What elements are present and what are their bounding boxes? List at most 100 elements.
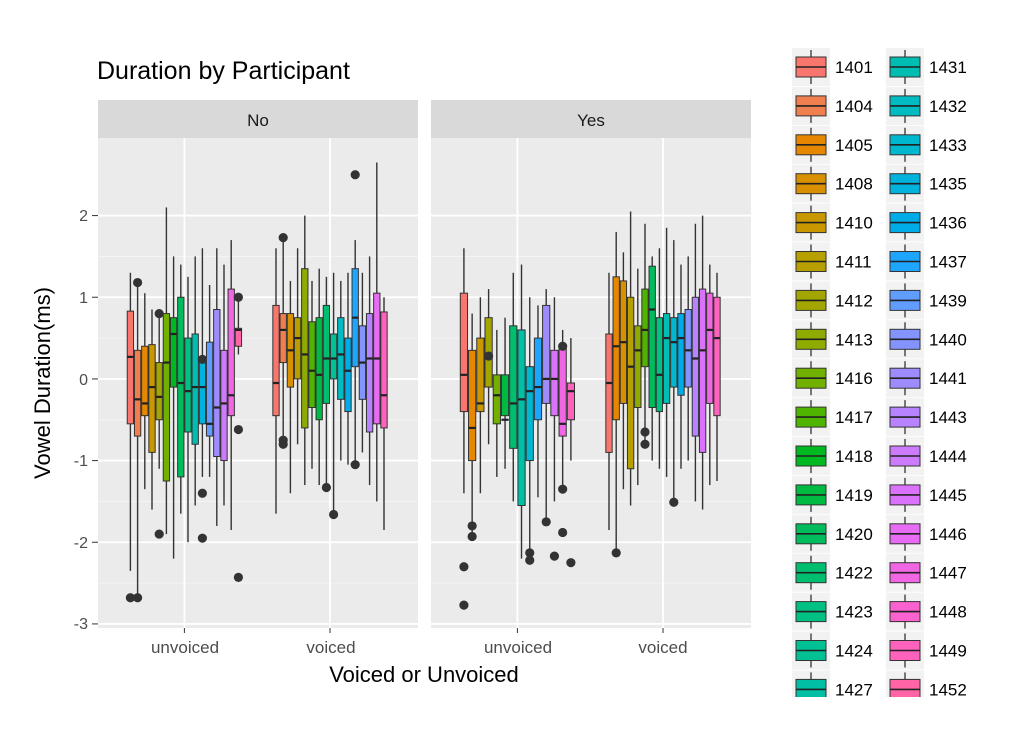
box-no-voiced-1408 (286, 280, 295, 494)
box-body (713, 296, 721, 417)
box-body (184, 337, 192, 433)
box-yes-voiced-1436 (677, 264, 685, 469)
x-tick-label-yes-voiced: voiced (638, 638, 687, 657)
outlier-point (611, 548, 621, 558)
outlier-point (467, 531, 477, 542)
legend-item-1424: 1424 (792, 631, 873, 670)
facet-strip-no (98, 100, 418, 138)
box-yes-unvoiced-1437 (533, 305, 543, 498)
box-yes-voiced-1411 (626, 211, 635, 506)
outlier-point (459, 600, 469, 610)
legend-label: 1449 (929, 642, 967, 661)
legend-label: 1411 (835, 253, 872, 272)
box-yes-unvoiced-1441 (541, 289, 551, 527)
outlier-point (233, 424, 243, 435)
legend-item-1405: 1405 (792, 125, 873, 164)
box-no-voiced-1436 (344, 272, 352, 465)
legend-label: 1431 (929, 58, 967, 77)
box-yes-voiced-1431 (662, 227, 671, 477)
outlier-point (133, 277, 143, 288)
box-yes-unvoiced-1447 (558, 329, 568, 538)
y-tick-label: -1 (74, 453, 88, 470)
legend-label: 1401 (835, 58, 873, 77)
box-body (706, 292, 714, 404)
box-body (550, 349, 559, 417)
outlier-point (640, 427, 650, 437)
outlier-point (669, 497, 679, 507)
outlier-point (467, 521, 477, 531)
box-no-voiced-1424 (329, 272, 339, 520)
box-body (220, 349, 228, 462)
box-body (133, 349, 142, 437)
legend-item-1445: 1445 (886, 475, 967, 514)
box-body (626, 296, 635, 470)
box-yes-unvoiced-1405 (467, 313, 477, 542)
box-yes-voiced-1417 (640, 223, 650, 449)
box-body (308, 321, 316, 408)
outlier-point (525, 555, 535, 565)
box-body (492, 374, 501, 425)
chart-title: Duration by Participant (97, 57, 350, 85)
box-no-unvoiced-1447 (227, 240, 235, 530)
box-body (205, 341, 214, 437)
box-no-unvoiced-1444 (220, 264, 228, 506)
box-body (691, 296, 700, 437)
box-body (126, 310, 135, 425)
box-no-voiced-1437 (350, 170, 360, 470)
legend-item-1413: 1413 (792, 320, 873, 359)
box-body (677, 313, 685, 396)
box-body (148, 344, 156, 453)
box-body (500, 374, 510, 417)
legend-label: 1446 (929, 525, 967, 544)
y-tick-label: -2 (74, 535, 88, 552)
box-yes-voiced-1440 (684, 256, 692, 461)
box-body (517, 329, 526, 506)
legend-label: 1439 (929, 291, 967, 310)
outlier-point (459, 562, 469, 572)
box-yes-unvoiced-1410 (476, 297, 485, 494)
box-no-unvoiced-1439 (205, 285, 214, 477)
legend-item-1423: 1423 (792, 592, 873, 631)
box-body (670, 317, 678, 388)
legend-item-1447: 1447 (886, 553, 967, 592)
box-body (315, 317, 323, 421)
legend: 1401 1404 1405 1408 1410 1411 1412 1413 1416 1417… (780, 48, 1026, 730)
outlier-point (525, 548, 535, 558)
box-body (234, 327, 243, 347)
box-no-voiced-1401 (272, 248, 280, 514)
box-yes-voiced-1443 (691, 223, 700, 502)
legend-item-1419: 1419 (792, 475, 873, 514)
legend-item-1433: 1433 (886, 125, 967, 164)
outlier-point (278, 233, 288, 243)
box-yes-unvoiced-1422 (509, 272, 518, 502)
legend-label: 1437 (929, 253, 967, 272)
box-yes-voiced-1447 (706, 264, 714, 486)
box-no-unvoiced-1441 (213, 248, 221, 526)
box-yes-unvoiced-1427 (517, 264, 526, 559)
legend-label: 1422 (835, 564, 873, 583)
outlier-point (233, 292, 243, 302)
box-body (141, 345, 149, 417)
legend-item-1440: 1440 (886, 320, 967, 359)
legend-item-1416: 1416 (792, 359, 873, 398)
legend-item-1404: 1404 (792, 86, 873, 125)
box-body (662, 313, 671, 404)
legend-label: 1443 (929, 408, 967, 427)
box-no-unvoiced-1420 (177, 264, 185, 514)
box-yes-voiced-1401 (605, 272, 613, 530)
outlier-point (558, 341, 568, 351)
box-yes-unvoiced-1449 (566, 338, 576, 568)
box-yes-voiced-1433 (669, 240, 679, 507)
box-body (558, 345, 567, 437)
box-body (191, 333, 199, 445)
box-body (322, 304, 331, 404)
outlier-point (640, 439, 650, 449)
legend-label: 1424 (835, 642, 873, 661)
box-yes-voiced-1405 (611, 231, 621, 558)
box-body (509, 325, 518, 449)
box-body (380, 311, 388, 429)
box-body (698, 288, 707, 453)
legend-item-1420: 1420 (792, 514, 873, 553)
y-tick-label: -3 (74, 616, 88, 633)
legend-label: 1445 (929, 486, 967, 505)
